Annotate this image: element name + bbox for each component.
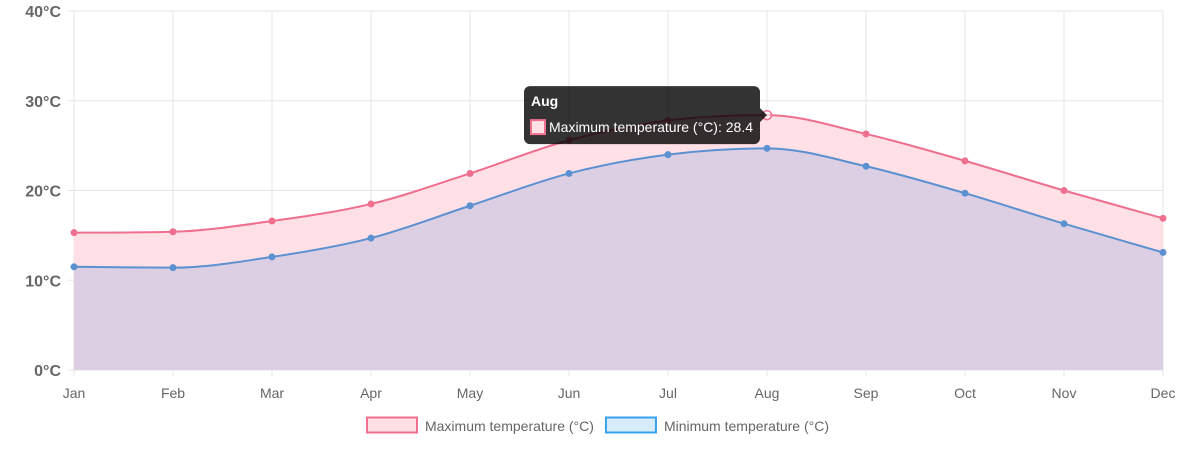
series-area-fill	[74, 148, 1163, 370]
tooltip-box	[524, 86, 767, 145]
area-fills	[74, 115, 1163, 370]
x-tick-label: Jul	[659, 385, 677, 401]
data-point[interactable]	[862, 130, 870, 138]
data-point[interactable]	[268, 253, 276, 261]
x-tick-label: Apr	[360, 385, 382, 401]
data-point[interactable]	[1060, 187, 1068, 194]
data-point[interactable]	[565, 169, 573, 177]
data-point[interactable]	[268, 217, 276, 225]
x-tick-label: Aug	[755, 385, 780, 401]
legend-label: Minimum temperature (°C)	[664, 418, 829, 434]
x-tick-label: Jan	[63, 385, 86, 401]
data-point[interactable]	[466, 169, 474, 177]
data-point[interactable]	[664, 151, 672, 159]
tooltip: Aug Maximum temperature (°C): 28.4	[524, 86, 767, 145]
data-point[interactable]	[961, 157, 969, 165]
x-axis-ticks: Jan Feb Mar Apr May Jun Jul Aug Sep Oct Nov Dec	[63, 385, 1176, 401]
x-tick-label: May	[457, 385, 483, 401]
x-tick-label: Sep	[854, 385, 879, 401]
data-point[interactable]	[466, 202, 474, 210]
data-point[interactable]	[70, 229, 78, 237]
data-point[interactable]	[367, 234, 375, 242]
tooltip-title: Aug	[531, 93, 558, 109]
legend-item[interactable]: Maximum temperature (°C)	[365, 416, 594, 435]
data-point[interactable]	[169, 264, 177, 272]
data-point[interactable]	[763, 144, 771, 152]
legend-swatch	[365, 416, 418, 434]
data-point[interactable]	[367, 200, 375, 208]
legend: Maximum temperature (°C) Minimum temperat…	[365, 416, 829, 435]
legend-item[interactable]: Minimum temperature (°C)	[604, 416, 829, 435]
legend-swatch	[604, 416, 657, 434]
y-tick-label: 0°C	[34, 363, 61, 380]
y-tick-label: 10°C	[25, 273, 61, 290]
data-point[interactable]	[1060, 220, 1068, 228]
x-tick-label: Dec	[1151, 385, 1176, 401]
x-tick-label: Nov	[1052, 385, 1077, 401]
y-axis-ticks: 0°C 10°C 20°C 30°C 40°C	[25, 4, 61, 380]
x-tick-label: Mar	[260, 385, 284, 401]
data-point[interactable]	[862, 162, 870, 170]
data-point[interactable]	[1159, 214, 1167, 222]
tooltip-swatch	[530, 119, 546, 136]
data-point[interactable]	[70, 263, 78, 271]
x-tick-label: Jun	[558, 385, 581, 401]
y-tick-label: 20°C	[25, 184, 61, 201]
x-tick-label: Oct	[954, 385, 976, 401]
legend-label: Maximum temperature (°C)	[425, 418, 594, 434]
data-point[interactable]	[1159, 248, 1167, 256]
y-tick-label: 30°C	[25, 94, 61, 111]
data-point[interactable]	[169, 228, 177, 236]
tooltip-label: Maximum temperature (°C): 28.4	[549, 119, 753, 135]
x-tick-label: Feb	[161, 385, 185, 401]
data-point[interactable]	[961, 189, 969, 197]
y-tick-label: 40°C	[25, 4, 61, 21]
